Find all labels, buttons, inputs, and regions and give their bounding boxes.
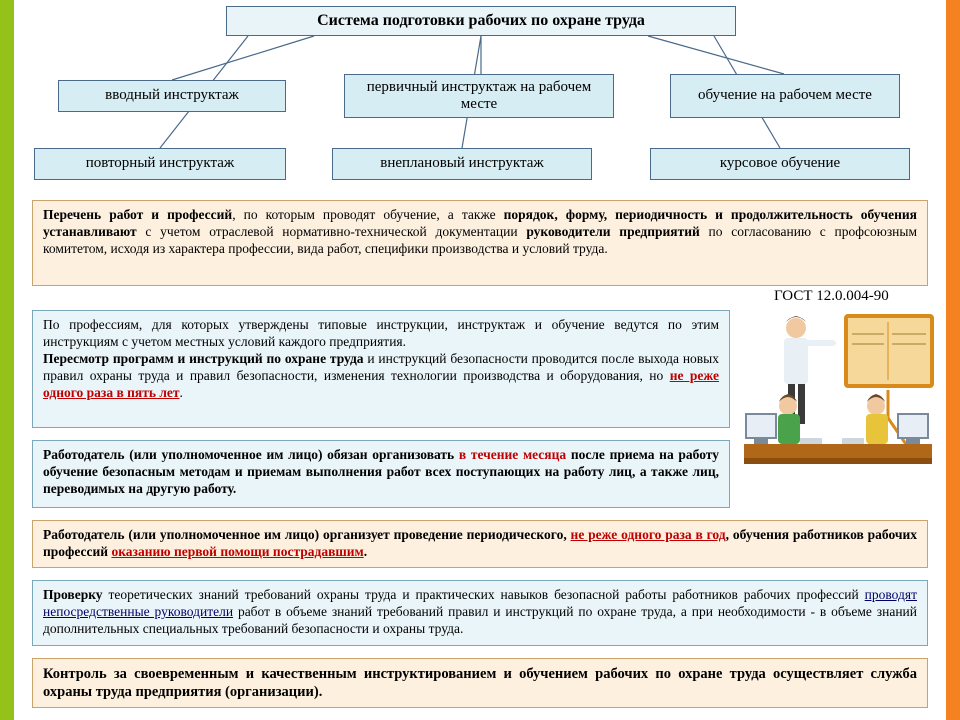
side-accent-right xyxy=(946,0,960,720)
gost-reference-text: ГОСТ 12.0.004-90 xyxy=(774,288,889,304)
text-block-b1: Перечень работ и профессий, по которым п… xyxy=(32,200,928,286)
diagram-title: Система подготовки рабочих по охране тру… xyxy=(226,6,736,36)
diagram-node-n4: повторный инструктаж xyxy=(34,148,286,180)
text-block-b2: По профессиям, для которых утверждены ти… xyxy=(32,310,730,428)
text-block-b4: Работодатель (или уполномоченное им лицо… xyxy=(32,520,928,568)
gost-reference: ГОСТ 12.0.004-90 xyxy=(774,288,889,305)
text-block-b6: Контроль за своевременным и качественным… xyxy=(32,658,928,708)
diagram-node-n5: внеплановый инструктаж xyxy=(332,148,592,180)
diagram-node-n6: курсовое обучение xyxy=(650,148,910,180)
canvas: Система подготовки рабочих по охране тру… xyxy=(14,0,946,720)
diagram-node-n2: первичный инструктаж на рабочем месте xyxy=(344,74,614,118)
diagram-node-n3: обучение на рабочем месте xyxy=(670,74,900,118)
text-block-b3: Работодатель (или уполномоченное им лицо… xyxy=(32,440,730,508)
training-illustration xyxy=(738,310,938,496)
diagram-title-text: Система подготовки рабочих по охране тру… xyxy=(317,12,645,30)
text-block-b5: Проверку теоретических знаний требований… xyxy=(32,580,928,646)
diagram-node-n1: вводный инструктаж xyxy=(58,80,286,112)
side-accent-left xyxy=(0,0,14,720)
